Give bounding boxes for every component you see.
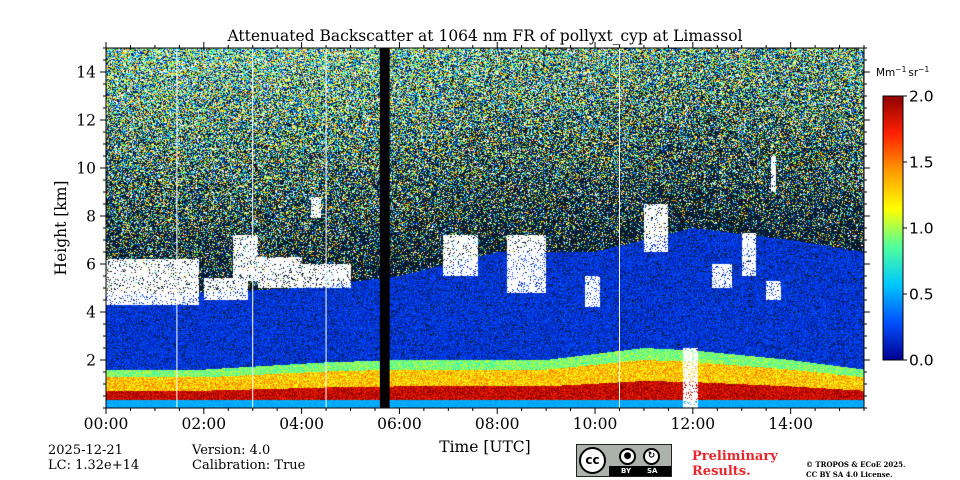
license-line2: CC BY SA 4.0 License. [806, 470, 893, 479]
colorbar [882, 95, 904, 361]
colorbar-tick-label: 1.5 [909, 154, 934, 172]
license-badge-strip: BY SA [609, 466, 671, 476]
footer-calibration: Calibration: True [192, 458, 306, 473]
x-axis: 00:00 02:00 04:00 06:00 08:00 10:00 12:00 14:00 [84, 42, 865, 433]
colorbar-unit-mid: sr [908, 67, 918, 79]
colorbar-tick-label: 2.0 [909, 88, 934, 106]
chart-title: Attenuated Backscatter at 1064 nm FR of … [227, 27, 743, 45]
colorbar-ticks: 0.0 0.5 1.0 1.5 2.0 [903, 88, 934, 370]
badge-by-text: BY [621, 467, 632, 475]
y-tick-label: 6 [86, 256, 96, 274]
x-tick-label: 10:00 [573, 415, 618, 433]
share-alike-icon: ↻ [643, 448, 660, 465]
colorbar-unit-label: Mm−1 sr−1 [876, 65, 929, 79]
footer-version: Version: 4.0 [192, 443, 271, 458]
y-tick-label: 4 [86, 304, 96, 322]
colorbar-unit-main: Mm [876, 67, 895, 79]
y-axis: 2 4 6 8 10 12 14 [76, 47, 870, 409]
attribution-icon: ● [619, 448, 636, 465]
colorbar-tick-label: 0.5 [909, 286, 934, 304]
y-tick-label: 8 [86, 208, 96, 226]
preliminary-label-line1: Preliminary [692, 449, 778, 464]
cc-by-sa-license-badge: cc ● ↻ BY SA [576, 444, 672, 477]
y-tick-label: 12 [76, 112, 96, 130]
colorbar-unit-exp1: −1 [895, 65, 906, 74]
x-tick-label: 14:00 [768, 415, 813, 433]
x-axis-label: Time [UTC] [439, 438, 530, 456]
colorbar-tick-label: 0.0 [909, 352, 934, 370]
x-tick-label: 08:00 [475, 415, 520, 433]
y-tick-label: 10 [76, 160, 96, 178]
footer-lidar-constant: LC: 1.32e+14 [48, 458, 140, 473]
y-tick-label: 14 [76, 64, 96, 82]
data-gap-band [379, 48, 390, 408]
y-axis-label: Height [km] [52, 181, 70, 276]
x-tick-label: 00:00 [84, 415, 129, 433]
x-tick-label: 04:00 [279, 415, 324, 433]
badge-sa-text: SA [647, 467, 658, 475]
y-tick-label: 2 [86, 352, 96, 370]
backscatter-heatmap [106, 48, 864, 408]
x-tick-label: 12:00 [671, 415, 716, 433]
x-tick-label: 02:00 [181, 415, 226, 433]
license-line1: © TROPOS & ECoE 2025. [806, 460, 906, 469]
colorbar-unit-exp2: −1 [918, 65, 929, 74]
cc-icon: cc [579, 447, 606, 474]
footer-date: 2025-12-21 [48, 443, 123, 458]
preliminary-label-line2: Results. [692, 464, 751, 479]
x-tick-label: 06:00 [377, 415, 422, 433]
colorbar-tick-label: 1.0 [909, 220, 934, 238]
heatmap-raster [106, 48, 864, 408]
